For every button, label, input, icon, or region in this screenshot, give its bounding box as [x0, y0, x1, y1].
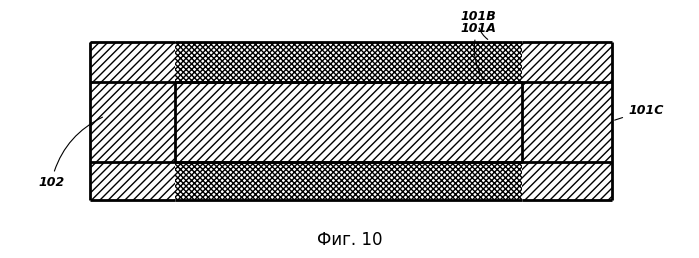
Bar — [90, 82, 612, 162]
Text: 101C: 101C — [614, 103, 663, 120]
Bar — [175, 42, 522, 82]
Bar — [90, 42, 175, 200]
Bar — [175, 162, 522, 200]
Text: 102: 102 — [38, 117, 103, 189]
Text: Фиг. 10: Фиг. 10 — [317, 231, 383, 249]
Bar — [522, 42, 612, 200]
Text: 101A: 101A — [460, 21, 496, 80]
Bar — [90, 82, 612, 162]
Text: 101B: 101B — [460, 10, 496, 39]
